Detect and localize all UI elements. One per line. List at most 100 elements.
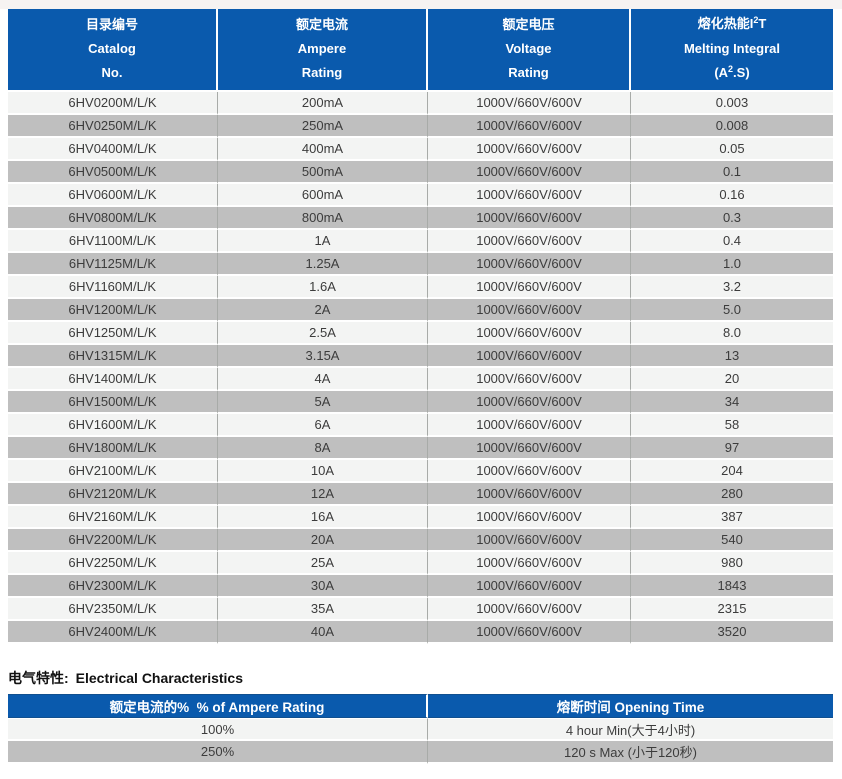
header-zh-text: 熔化热能I	[697, 16, 754, 31]
cell-catalog: 6HV0600M/L/K	[8, 184, 218, 207]
cell-time: 120 s Max (小于120秒)	[428, 741, 833, 764]
cell-catalog: 6HV0400M/L/K	[8, 138, 218, 161]
cell-i2t: 3.2	[631, 276, 833, 299]
table-row: 6HV0500M/L/K 500mA 1000V/660V/600V 0.1	[8, 161, 833, 184]
col-header-melting-integral: 熔化热能I2T Melting Integral (A2.S)	[631, 9, 833, 92]
cell-voltage: 1000V/660V/600V	[428, 552, 631, 575]
cell-ampere: 400mA	[218, 138, 428, 161]
electrical-table-header: 额定电流的% % of Ampere Rating 熔断时间 Opening T…	[8, 694, 833, 718]
cell-i2t: 0.008	[631, 115, 833, 138]
cell-voltage: 1000V/660V/600V	[428, 621, 631, 644]
cell-catalog: 6HV0200M/L/K	[8, 92, 218, 115]
cell-i2t: 20	[631, 368, 833, 391]
cell-ampere: 12A	[218, 483, 428, 506]
cell-ampere: 8A	[218, 437, 428, 460]
cell-voltage: 1000V/660V/600V	[428, 437, 631, 460]
cell-catalog: 6HV2160M/L/K	[8, 506, 218, 529]
cell-catalog: 6HV2250M/L/K	[8, 552, 218, 575]
col-header-catalog-no: 目录编号 Catalog No.	[8, 9, 218, 92]
table-row: 6HV2400M/L/K 40A 1000V/660V/600V 3520	[8, 621, 833, 644]
cell-i2t: 8.0	[631, 322, 833, 345]
cell-i2t: 0.4	[631, 230, 833, 253]
section-title: 电气特性: Electrical Characteristics	[8, 668, 833, 688]
superscript-2: 2	[728, 64, 734, 74]
header-en2: Rating	[301, 65, 343, 80]
cell-ampere: 3.15A	[218, 345, 428, 368]
cell-catalog: 6HV2200M/L/K	[8, 529, 218, 552]
cell-voltage: 1000V/660V/600V	[428, 92, 631, 115]
header-en2: Rating	[508, 65, 549, 80]
col-header-opening-time: 熔断时间 Opening Time	[428, 694, 833, 718]
cell-voltage: 1000V/660V/600V	[428, 345, 631, 368]
cell-ampere: 6A	[218, 414, 428, 437]
cell-i2t: 980	[631, 552, 833, 575]
top-strip	[0, 0, 842, 9]
cell-ampere: 500mA	[218, 161, 428, 184]
cell-ampere: 1.25A	[218, 253, 428, 276]
electrical-table-body: 100% 4 hour Min(大于4小时) 250% 120 s Max (小于12…	[8, 718, 833, 764]
cell-i2t: 0.05	[631, 138, 833, 161]
table-row: 6HV1400M/L/K 4A 1000V/660V/600V 20	[8, 368, 833, 391]
cell-voltage: 1000V/660V/600V	[428, 506, 631, 529]
cell-catalog: 6HV2100M/L/K	[8, 460, 218, 483]
cell-ampere: 4A	[218, 368, 428, 391]
cell-voltage: 1000V/660V/600V	[428, 322, 631, 345]
table-row: 6HV0800M/L/K 800mA 1000V/660V/600V 0.3	[8, 207, 833, 230]
cell-ampere: 250mA	[218, 115, 428, 138]
table-row: 250% 120 s Max (小于120秒)	[8, 741, 833, 764]
cell-voltage: 1000V/660V/600V	[428, 184, 631, 207]
cell-voltage: 1000V/660V/600V	[428, 207, 631, 230]
table-row: 6HV1250M/L/K 2.5A 1000V/660V/600V 8.0	[8, 322, 833, 345]
cell-ampere: 30A	[218, 575, 428, 598]
cell-i2t: 2315	[631, 598, 833, 621]
cell-i2t: 280	[631, 483, 833, 506]
superscript-2: 2	[753, 15, 759, 25]
cell-i2t: 0.16	[631, 184, 833, 207]
cell-i2t: 13	[631, 345, 833, 368]
cell-catalog: 6HV1125M/L/K	[8, 253, 218, 276]
header-en2: No.	[101, 65, 123, 80]
header-zh: 目录编号	[85, 17, 138, 32]
cell-voltage: 1000V/660V/600V	[428, 529, 631, 552]
cell-i2t: 97	[631, 437, 833, 460]
cell-voltage: 1000V/660V/600V	[428, 575, 631, 598]
cell-i2t: 5.0	[631, 299, 833, 322]
cell-voltage: 1000V/660V/600V	[428, 276, 631, 299]
cell-ampere: 800mA	[218, 207, 428, 230]
cell-i2t: 204	[631, 460, 833, 483]
table-row: 6HV1500M/L/K 5A 1000V/660V/600V 34	[8, 391, 833, 414]
cell-catalog: 6HV1315M/L/K	[8, 345, 218, 368]
cell-catalog: 6HV0800M/L/K	[8, 207, 218, 230]
section-title-en: Electrical Characteristics	[75, 670, 243, 686]
datasheet: 目录编号 Catalog No. 额定电流 Ampere Rating 额定电压…	[8, 9, 833, 764]
header-zh: 额定电流	[295, 17, 348, 32]
cell-voltage: 1000V/660V/600V	[428, 230, 631, 253]
table-row: 6HV0400M/L/K 400mA 1000V/660V/600V 0.05	[8, 138, 833, 161]
cell-ampere: 20A	[218, 529, 428, 552]
header-en1: Voltage	[505, 41, 552, 56]
cell-voltage: 1000V/660V/600V	[428, 115, 631, 138]
table-row: 6HV0250M/L/K 250mA 1000V/660V/600V 0.008	[8, 115, 833, 138]
header-zh-text2: T	[758, 16, 767, 31]
cell-catalog: 6HV1100M/L/K	[8, 230, 218, 253]
cell-i2t: 0.003	[631, 92, 833, 115]
header-en1: Melting Integral	[683, 41, 781, 56]
table-row: 6HV0200M/L/K 200mA 1000V/660V/600V 0.003	[8, 92, 833, 115]
cell-voltage: 1000V/660V/600V	[428, 391, 631, 414]
cell-catalog: 6HV1400M/L/K	[8, 368, 218, 391]
table-row: 6HV1315M/L/K 3.15A 1000V/660V/600V 13	[8, 345, 833, 368]
header-zh: 额定电压	[502, 17, 555, 32]
cell-ampere: 2A	[218, 299, 428, 322]
col-header-ampere-rating: 额定电流 Ampere Rating	[218, 9, 428, 92]
cell-voltage: 1000V/660V/600V	[428, 138, 631, 161]
cell-catalog: 6HV1800M/L/K	[8, 437, 218, 460]
cell-voltage: 1000V/660V/600V	[428, 414, 631, 437]
table-row: 6HV2160M/L/K 16A 1000V/660V/600V 387	[8, 506, 833, 529]
cell-i2t: 1843	[631, 575, 833, 598]
table-row: 6HV1600M/L/K 6A 1000V/660V/600V 58	[8, 414, 833, 437]
header-unit-text2: .S)	[733, 65, 750, 80]
cell-catalog: 6HV1200M/L/K	[8, 299, 218, 322]
table-row: 6HV1125M/L/K 1.25A 1000V/660V/600V 1.0	[8, 253, 833, 276]
cell-voltage: 1000V/660V/600V	[428, 483, 631, 506]
table-row: 6HV2200M/L/K 20A 1000V/660V/600V 540	[8, 529, 833, 552]
